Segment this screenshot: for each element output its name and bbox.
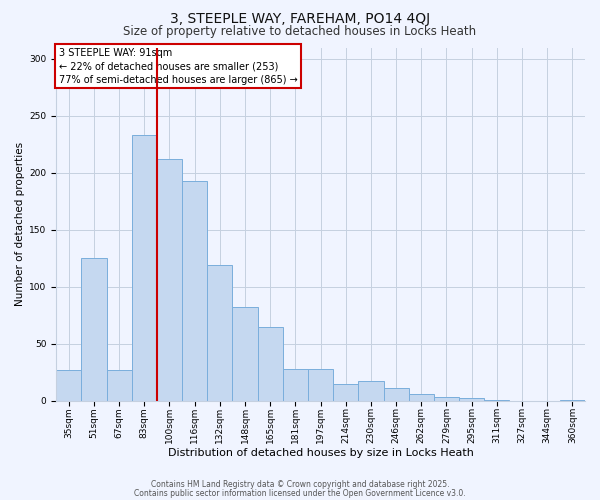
Bar [333, 384, 358, 400]
Bar [434, 398, 459, 400]
Bar [56, 370, 82, 400]
Bar [107, 370, 131, 400]
X-axis label: Distribution of detached houses by size in Locks Heath: Distribution of detached houses by size … [167, 448, 473, 458]
Bar [409, 394, 434, 400]
Bar [232, 308, 257, 400]
Text: 3 STEEPLE WAY: 91sqm
← 22% of detached houses are smaller (253)
77% of semi-deta: 3 STEEPLE WAY: 91sqm ← 22% of detached h… [59, 48, 298, 84]
Bar [358, 382, 383, 400]
Bar [157, 159, 182, 400]
Bar [283, 369, 308, 400]
Text: Size of property relative to detached houses in Locks Heath: Size of property relative to detached ho… [124, 25, 476, 38]
Text: Contains HM Land Registry data © Crown copyright and database right 2025.: Contains HM Land Registry data © Crown c… [151, 480, 449, 489]
Text: Contains public sector information licensed under the Open Government Licence v3: Contains public sector information licen… [134, 488, 466, 498]
Bar [383, 388, 409, 400]
Bar [257, 326, 283, 400]
Bar [82, 258, 107, 400]
Bar [459, 398, 484, 400]
Bar [131, 135, 157, 400]
Bar [308, 369, 333, 400]
Bar [182, 181, 207, 400]
Y-axis label: Number of detached properties: Number of detached properties [15, 142, 25, 306]
Text: 3, STEEPLE WAY, FAREHAM, PO14 4QJ: 3, STEEPLE WAY, FAREHAM, PO14 4QJ [170, 12, 430, 26]
Bar [207, 265, 232, 400]
